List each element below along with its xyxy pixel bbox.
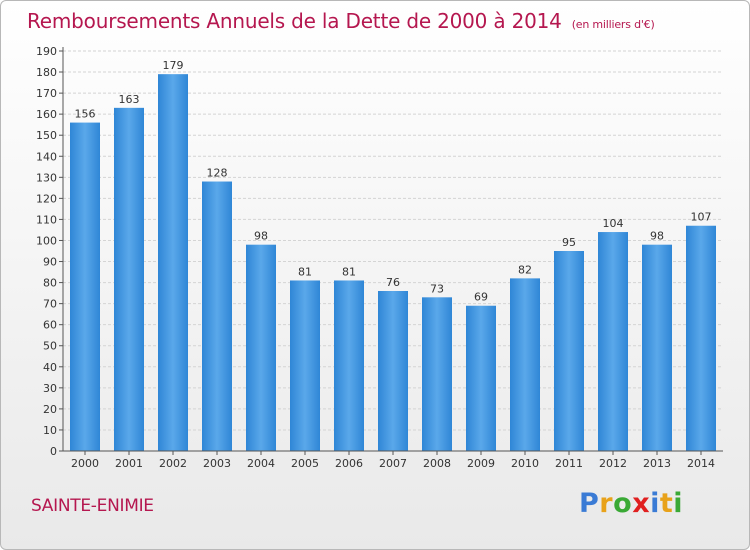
value-label-2005: 81 <box>298 265 312 278</box>
x-tick-label-2008: 2008 <box>423 457 451 470</box>
y-tick-label: 170 <box>36 87 57 100</box>
y-tick-label: 180 <box>36 66 57 79</box>
logo-letter: x <box>632 488 651 519</box>
x-tick-label-2005: 2005 <box>291 457 319 470</box>
y-tick-label: 30 <box>43 382 57 395</box>
chart-unit: (en milliers d'€) <box>571 18 655 31</box>
y-tick-label: 0 <box>50 445 57 458</box>
value-label-2009: 69 <box>474 291 488 304</box>
x-tick-label-2007: 2007 <box>379 457 407 470</box>
bar-2006 <box>334 280 364 451</box>
logo-letter: i <box>650 488 660 519</box>
value-label-2004: 98 <box>254 230 268 243</box>
logo-letter: i <box>673 488 684 519</box>
x-tick-label-2010: 2010 <box>511 457 539 470</box>
bar-2001 <box>114 107 144 451</box>
bar-2009 <box>466 305 496 451</box>
x-tick-label-2003: 2003 <box>203 457 231 470</box>
x-tick-label-2009: 2009 <box>467 457 495 470</box>
logo-letter: t <box>659 488 674 519</box>
y-tick-label: 40 <box>43 361 57 374</box>
value-label-2013: 98 <box>650 230 664 243</box>
y-tick-label: 100 <box>36 234 57 247</box>
y-tick-label: 10 <box>43 424 57 437</box>
bars: 156 163 179 128 98 81 81 76 73 69 82 95 104 98 107 <box>70 59 716 452</box>
y-tick-label: 110 <box>36 213 57 226</box>
y-tick-label: 140 <box>36 150 57 163</box>
value-label-2008: 73 <box>430 282 444 295</box>
bar-2004 <box>246 244 276 451</box>
logo-letter: o <box>613 488 633 519</box>
x-tick-label-2002: 2002 <box>159 457 187 470</box>
bar-2010 <box>510 278 540 451</box>
commune-name: SAINTE-ENIMIE <box>31 496 154 516</box>
bar-2011 <box>554 251 584 451</box>
y-tick-label: 120 <box>36 192 57 205</box>
y-tick-label: 50 <box>43 340 57 353</box>
y-tick-label: 90 <box>43 256 57 269</box>
x-tick-label-2001: 2001 <box>115 457 143 470</box>
y-tick-label: 150 <box>36 129 57 142</box>
proxiti-logo: Proxiti <box>579 488 683 519</box>
x-tick-label-2006: 2006 <box>335 457 363 470</box>
value-label-2010: 82 <box>518 263 532 276</box>
bar-2000 <box>70 122 100 451</box>
bar-2002 <box>158 74 188 451</box>
value-label-2002: 179 <box>163 59 184 72</box>
y-tick-label: 130 <box>36 171 57 184</box>
axes: 0 10 20 30 40 50 60 70 80 90 100 110 120 130 140 150 160… <box>36 45 723 470</box>
bar-2003 <box>202 181 232 452</box>
value-label-2006: 81 <box>342 265 356 278</box>
logo-letter: r <box>599 488 614 519</box>
y-tick-label: 70 <box>43 298 57 311</box>
y-tick-label: 160 <box>36 108 57 121</box>
y-tick-label: 80 <box>43 277 57 290</box>
value-label-2014: 107 <box>691 211 712 224</box>
y-tick-label: 20 <box>43 403 57 416</box>
chart-title-text: Remboursements Annuels de la Dette de 20… <box>27 9 562 33</box>
x-tick-label-2013: 2013 <box>643 457 671 470</box>
x-tick-label-2004: 2004 <box>247 457 275 470</box>
value-label-2007: 76 <box>386 276 400 289</box>
x-tick-label-2012: 2012 <box>599 457 627 470</box>
bar-2013 <box>642 244 672 451</box>
bar-2014 <box>686 225 716 451</box>
y-tick-label: 190 <box>36 45 57 58</box>
bar-2008 <box>422 297 452 451</box>
logo-letter: P <box>579 488 600 519</box>
bar-2012 <box>598 232 628 451</box>
bar-2005 <box>290 280 320 451</box>
value-label-2000: 156 <box>75 108 96 121</box>
bar-2007 <box>378 291 408 451</box>
x-tick-label-2011: 2011 <box>555 457 583 470</box>
value-label-2012: 104 <box>603 217 624 230</box>
value-label-2003: 128 <box>207 167 228 180</box>
y-tick-label: 60 <box>43 319 57 332</box>
chart-title: Remboursements Annuels de la Dette de 20… <box>27 9 655 33</box>
x-tick-label-2000: 2000 <box>71 457 99 470</box>
x-tick-label-2014: 2014 <box>687 457 715 470</box>
value-label-2011: 95 <box>562 236 576 249</box>
value-label-2001: 163 <box>119 93 140 106</box>
